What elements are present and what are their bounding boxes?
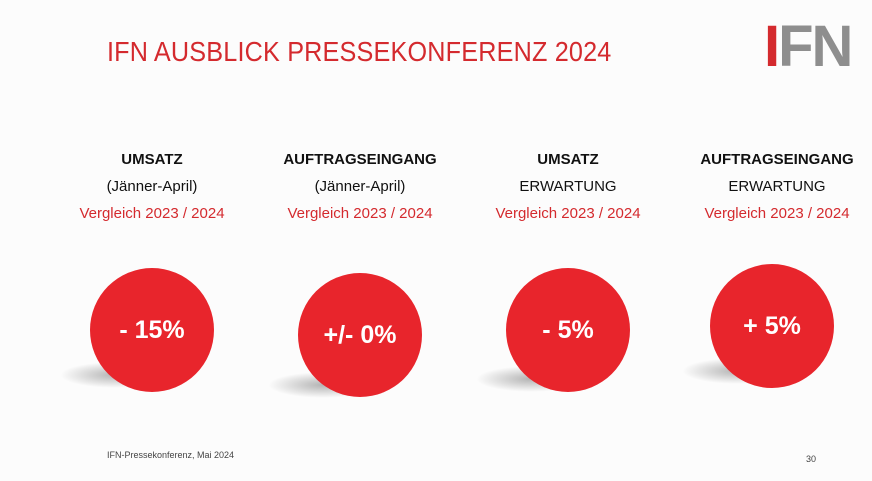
subtitle: (Jänner-April) bbox=[314, 178, 406, 195]
heading: AUFTRAGSEINGANG bbox=[283, 151, 437, 168]
comparison: Vergleich 2023 / 2024 bbox=[79, 205, 225, 222]
slide-title: IFN AUSBLICK PRESSEKONFERENZ 2024 bbox=[107, 36, 612, 67]
subtitle: (Jänner-April) bbox=[106, 178, 198, 195]
value-circle: - 5% bbox=[506, 268, 630, 392]
subtitle: ERWARTUNG bbox=[728, 178, 826, 195]
column: AUFTRAGSEINGANG ERWARTUNG Vergleich 2023… bbox=[677, 150, 872, 231]
comparison: Vergleich 2023 / 2024 bbox=[495, 205, 641, 222]
column: UMSATZ (Jänner-April) Vergleich 2023 / 2… bbox=[52, 150, 252, 231]
column: UMSATZ ERWARTUNG Vergleich 2023 / 2024 bbox=[468, 150, 668, 231]
value-circle: + 5% bbox=[710, 264, 834, 388]
heading: UMSATZ bbox=[537, 151, 599, 168]
heading: AUFTRAGSEINGANG bbox=[700, 151, 854, 168]
page-number: 30 bbox=[806, 454, 817, 464]
logo: IFN bbox=[764, 14, 853, 79]
footer-text: IFN-Pressekonferenz, Mai 2024 bbox=[107, 450, 235, 460]
column: AUFTRAGSEINGANG (Jänner-April) Vergleich… bbox=[260, 150, 460, 231]
value-circle: +/- 0% bbox=[298, 273, 422, 397]
heading: UMSATZ bbox=[121, 151, 183, 168]
value-circle: - 15% bbox=[90, 268, 214, 392]
comparison: Vergleich 2023 / 2024 bbox=[704, 205, 850, 222]
subtitle: ERWARTUNG bbox=[519, 178, 617, 195]
comparison: Vergleich 2023 / 2024 bbox=[287, 205, 433, 222]
